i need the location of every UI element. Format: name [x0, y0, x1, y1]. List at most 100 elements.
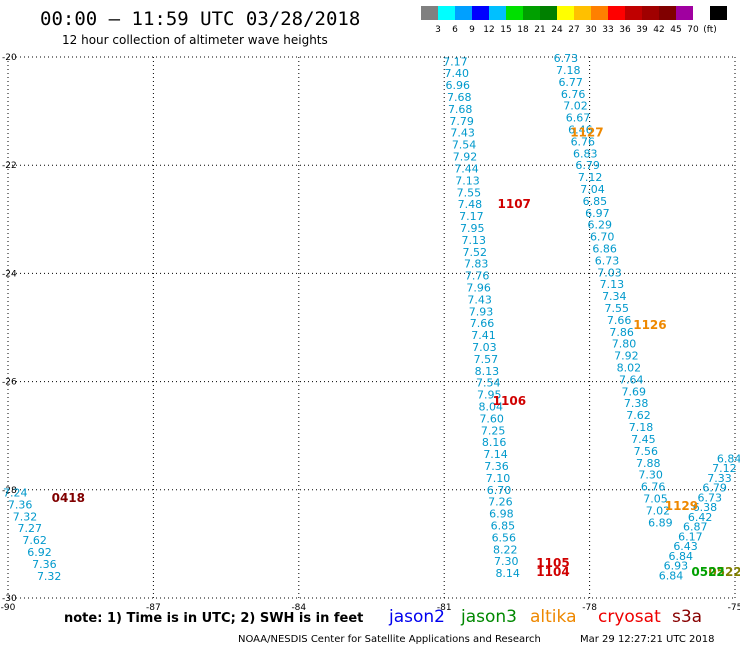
wave-height-value: 6.73: [554, 52, 579, 65]
units-note: note: 1) Time is in UTC; 2) SWH is in fe…: [64, 611, 364, 626]
pass-time-label: 1107: [498, 197, 531, 211]
wave-height-value: 7.32: [37, 570, 62, 583]
wave-height-value: 7.88: [636, 457, 661, 470]
color-swatch: [625, 6, 642, 20]
satellite-jason3: jason3: [461, 607, 517, 627]
color-legend-label: 21: [534, 25, 546, 35]
wave-height-value: 7.14: [483, 448, 508, 461]
wave-height-value: 7.92: [453, 151, 478, 164]
color-swatch: [557, 6, 574, 20]
wave-height-value: 6.17: [678, 530, 703, 543]
pass-time-label: 1126: [633, 318, 666, 332]
color-legend-label: 36: [619, 25, 631, 35]
wave-height-value: 7.32: [13, 510, 38, 523]
wave-height-value: 7.17: [443, 55, 468, 68]
wave-height-value: 7.79: [449, 115, 474, 128]
x-tick-label: -78: [582, 603, 597, 613]
color-legend-label: 30: [585, 25, 597, 35]
wave-height-value: 7.17: [459, 210, 484, 223]
wave-height-value: 7.54: [476, 377, 501, 390]
color-legend-label: 3: [435, 25, 441, 35]
wave-height-value: 6.73: [595, 254, 620, 267]
wave-height-value: 7.96: [466, 281, 491, 294]
wave-height-value: 8.14: [495, 567, 520, 580]
wave-height-value: 7.56: [634, 445, 659, 458]
wave-height-value: 7.38: [624, 397, 649, 410]
wave-height-value: 6.76: [561, 88, 586, 101]
wave-height-value: 7.36: [8, 498, 33, 511]
wave-height-value: 8.13: [475, 365, 500, 378]
wave-height-value: 6.73: [698, 491, 723, 504]
wave-height-value: 6.85: [491, 520, 516, 533]
color-legend-label: 45: [670, 25, 682, 35]
wave-height-value: 7.02: [646, 504, 671, 517]
wave-height-value: 7.03: [597, 266, 622, 279]
wave-height-value: 7.27: [18, 522, 43, 535]
wave-height-value: 6.97: [585, 207, 610, 220]
wave-height-value: 7.26: [488, 496, 513, 509]
satellite-altika: altika: [530, 607, 577, 627]
x-tick-label: -81: [437, 603, 452, 613]
wave-height-value: 6.83: [573, 147, 598, 160]
wave-height-value: 7.18: [629, 421, 654, 434]
wave-height-value: 6.84: [668, 550, 693, 563]
wave-height-value: 6.84: [717, 452, 740, 465]
wave-height-value: 8.02: [617, 362, 642, 375]
wave-height-value: 6.46: [568, 123, 593, 136]
color-swatch: [506, 6, 523, 20]
wave-height-value: 7.12: [578, 171, 603, 184]
wave-height-value: 7.43: [467, 293, 492, 306]
color-swatch: [608, 6, 625, 20]
wave-height-value: 7.36: [32, 558, 57, 571]
wave-height-value: 6.42: [688, 511, 713, 524]
color-legend-label: 27: [568, 25, 580, 35]
wave-height-value: 7.76: [465, 270, 490, 283]
wave-height-value: 7.55: [604, 302, 629, 315]
color-legend-label: 18: [517, 25, 529, 35]
color-swatch: [438, 6, 455, 20]
color-swatch: [693, 6, 710, 20]
wave-height-value: 7.04: [580, 183, 605, 196]
wave-height-value: 7.69: [621, 385, 646, 398]
wave-height-value: 7.41: [471, 329, 496, 342]
satellite-s3a: s3a: [672, 607, 703, 627]
pass-time-label: 0418: [52, 491, 85, 505]
wave-height-value: 7.05: [643, 492, 668, 505]
wave-height-value: 7.18: [556, 64, 581, 77]
color-legend-label: 24: [551, 25, 563, 35]
color-swatch: [710, 6, 727, 20]
color-legend-label: 70: [687, 25, 699, 35]
wave-height-value: 7.34: [602, 290, 627, 303]
x-tick-label: -84: [291, 603, 306, 613]
wave-height-value: 7.62: [626, 409, 651, 422]
wave-height-value: 7.95: [460, 222, 485, 235]
wave-height-value: 7.03: [472, 341, 497, 354]
wave-height-value: 8.22: [493, 543, 518, 556]
wave-height-value: 7.33: [707, 472, 732, 485]
wave-height-value: 6.96: [446, 79, 471, 92]
wave-height-value: 6.76: [641, 481, 666, 494]
wave-height-value: 7.95: [477, 389, 502, 402]
satellite-jason2: jason2: [389, 607, 445, 627]
wave-height-value: 7.68: [448, 103, 473, 116]
y-tick-label: -26: [2, 378, 17, 388]
color-swatch: [421, 6, 438, 20]
page-subtitle: 12 hour collection of altimeter wave hei…: [62, 33, 328, 47]
axis-ticks: -90 -87 -84 -81 -78 -75 -20 -22 -24 -26 -28 -30: [1, 53, 740, 613]
wave-height-value: 7.62: [22, 534, 47, 547]
wave-height-value: 6.79: [702, 482, 727, 495]
color-legend-label: 9: [469, 25, 475, 35]
wave-height-value: 7.86: [609, 326, 634, 339]
color-swatch: [472, 6, 489, 20]
wave-height-value: 7.66: [470, 317, 495, 330]
wave-height-value: 6.56: [492, 531, 517, 544]
wave-height-value: 6.87: [683, 521, 708, 534]
color-swatch: [489, 6, 506, 20]
wave-height-value: 6.76: [571, 135, 596, 148]
y-tick-label: -30: [2, 594, 17, 604]
satellite-cryosat: cryosat: [598, 607, 661, 627]
color-legend-label: 6: [452, 25, 458, 35]
wave-height-value: 7.68: [447, 91, 472, 104]
pass-time-label: 1104: [536, 565, 569, 579]
